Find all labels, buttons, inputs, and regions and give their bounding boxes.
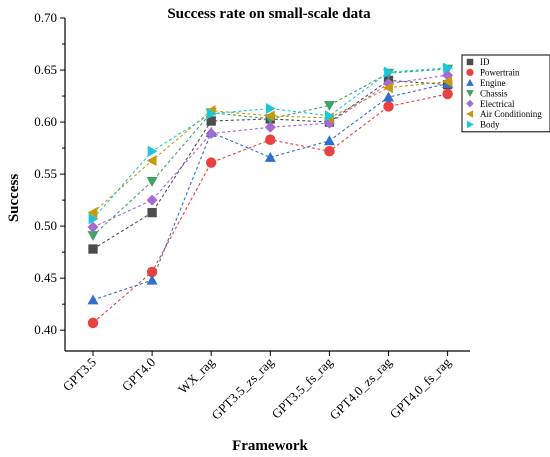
data-point (383, 82, 393, 94)
data-point (146, 266, 158, 278)
legend-label: Electrical (480, 99, 515, 109)
data-point (442, 88, 453, 100)
data-point (205, 128, 217, 140)
legend-label: ID (480, 57, 490, 67)
data-point (87, 294, 99, 305)
legend-marker (466, 58, 474, 66)
data-point (443, 62, 454, 74)
data-point (88, 213, 99, 225)
data-point (264, 151, 276, 162)
data-point (383, 101, 394, 112)
legend-label: Body (480, 120, 500, 130)
legend-marker (466, 99, 474, 108)
legend-label: Chassis (480, 88, 508, 98)
series-line (92, 80, 448, 214)
plot-area: 0.40 0.45 0.50 0.55 0.60 0.65 0.70 GPT3.5 GPT4.0… (34, 10, 470, 423)
data-point (384, 66, 394, 78)
data-point (87, 317, 99, 329)
data-point (264, 121, 276, 133)
data-point (325, 110, 335, 122)
data-point (323, 101, 335, 111)
y-tick-label: 0.40 (34, 322, 57, 337)
legend-label: Powertrain (480, 68, 520, 78)
x-tick-label: GPT3.5_zs_rag (208, 354, 276, 422)
data-point (324, 145, 335, 157)
chart-title: Success rate on small-scale data (167, 6, 371, 22)
y-tick-label: 0.55 (34, 166, 57, 181)
data-point (264, 110, 275, 122)
y-tick-label: 0.45 (34, 270, 57, 285)
data-point (146, 274, 158, 285)
legend-label: Engine (480, 78, 506, 88)
legend-marker (466, 79, 474, 86)
x-tick-label: GPT4.0 (119, 355, 158, 394)
legend-label: Air Conditioning (480, 109, 542, 119)
x-tick-label: GPT3.5 (60, 355, 99, 394)
data-point (323, 135, 335, 146)
x-axis-label: Framework (232, 438, 308, 454)
data-point (383, 91, 394, 102)
y-tick-label: 0.50 (34, 218, 57, 233)
y-axis-label: Success (6, 174, 22, 222)
data-point (147, 207, 157, 218)
data-point (265, 134, 276, 145)
data-point (87, 207, 98, 219)
data-point (146, 194, 158, 206)
y-tick-label: 0.65 (34, 62, 57, 77)
legend-marker (466, 68, 474, 77)
data-point (87, 221, 99, 233)
legend-box (461, 54, 550, 133)
data-point (206, 116, 216, 126)
data-point (442, 75, 452, 87)
data-point (205, 157, 217, 168)
data-point (146, 155, 157, 167)
x-tick-label: WX_rag (175, 354, 218, 397)
data-point (88, 244, 98, 254)
data-point (146, 176, 158, 187)
data-point (87, 231, 99, 241)
legend-marker (466, 110, 474, 118)
y-tick-label: 0.60 (34, 114, 57, 129)
x-tick-label: GPT4.0_zs_rag (327, 354, 395, 422)
legend-marker (466, 120, 474, 129)
x-tick-label: GPT4.0_fs_rag (387, 354, 454, 421)
legend-marker (466, 90, 474, 97)
data-point (206, 108, 217, 120)
series-line (92, 74, 448, 228)
data-point (147, 145, 158, 157)
y-tick-label: 0.70 (34, 10, 57, 25)
data-point (265, 103, 276, 115)
